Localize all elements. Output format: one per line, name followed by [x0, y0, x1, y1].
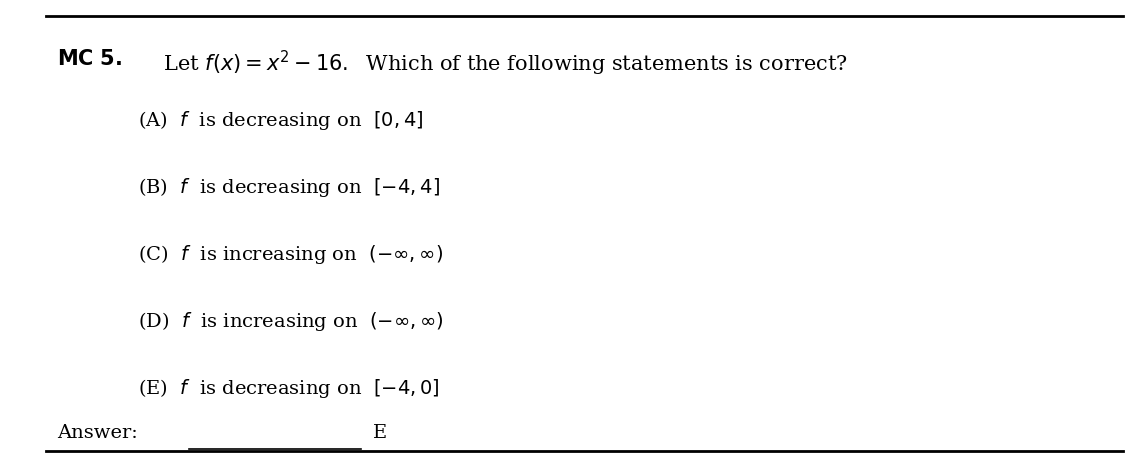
- Text: E: E: [372, 424, 386, 442]
- Text: $\mathbf{MC\ 5.}$: $\mathbf{MC\ 5.}$: [57, 49, 123, 69]
- Text: Answer:: Answer:: [57, 424, 138, 442]
- Text: (D)  $f$  is increasing on  $(-\infty, \infty)$: (D) $f$ is increasing on $(-\infty, \inf…: [138, 310, 444, 333]
- Text: (C)  $f$  is increasing on  $(-\infty, \infty)$: (C) $f$ is increasing on $(-\infty, \inf…: [138, 243, 442, 266]
- Text: (E)  $f$  is decreasing on  $[-4, 0]$: (E) $f$ is decreasing on $[-4, 0]$: [138, 377, 439, 400]
- Text: (B)  $f$  is decreasing on  $[-4, 4]$: (B) $f$ is decreasing on $[-4, 4]$: [138, 176, 439, 199]
- Text: Let $f(x) = x^2 - 16.$  Which of the following statements is correct?: Let $f(x) = x^2 - 16.$ Which of the foll…: [157, 49, 848, 78]
- Text: (A)  $f$  is decreasing on  $[0, 4]$: (A) $f$ is decreasing on $[0, 4]$: [138, 109, 423, 132]
